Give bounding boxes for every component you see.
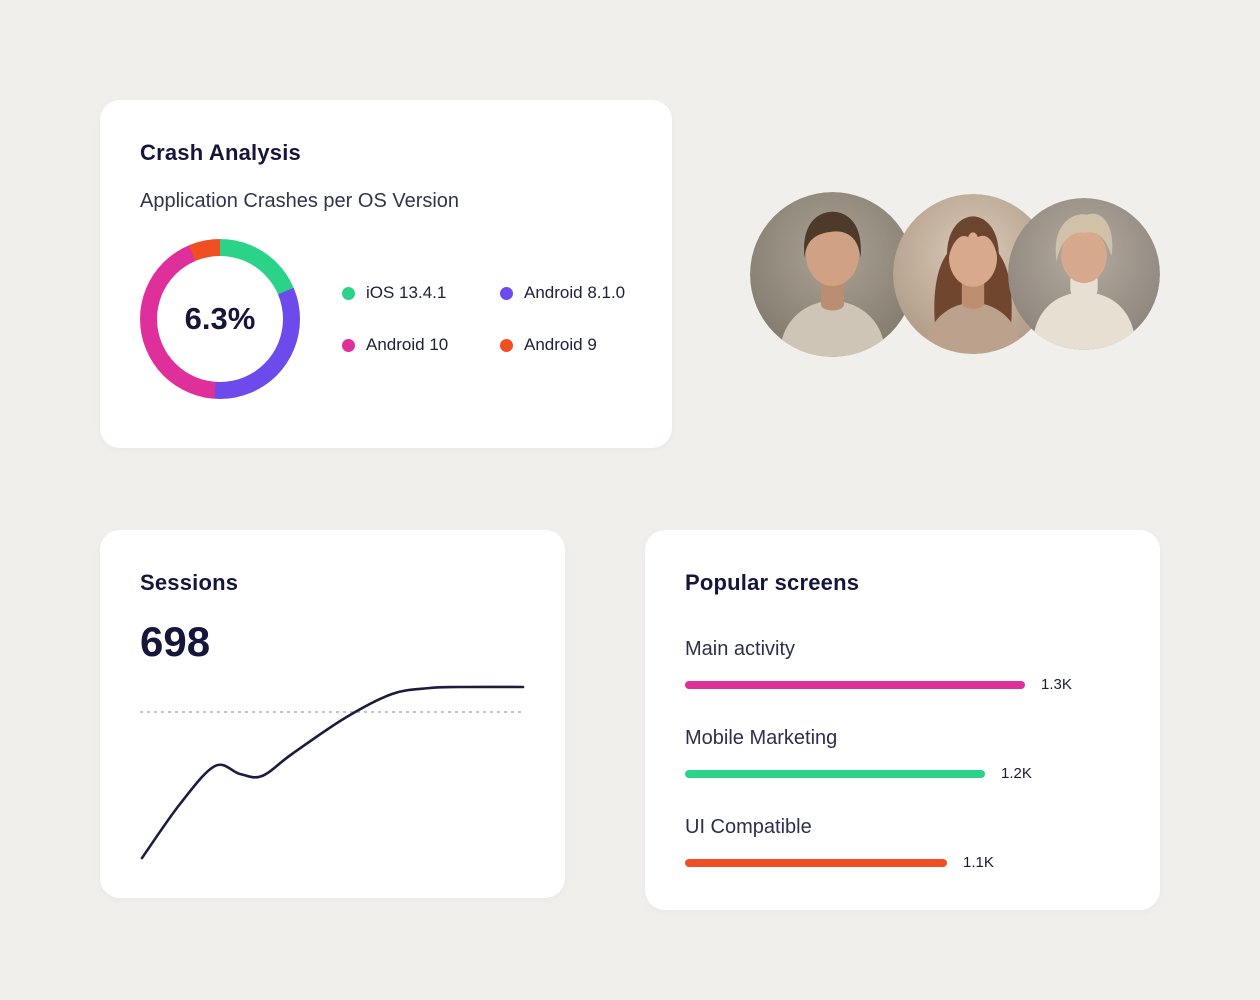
popular-screens-list: Main activity 1.3K Mobile Marketing 1.2K UI … [685,638,1120,871]
popular-screen-bar-row: 1.1K [685,854,1120,871]
legend-item: Android 9 [500,335,625,355]
sessions-line-chart [140,685,525,860]
popular-screen-bar-row: 1.3K [685,676,1120,693]
popular-screens-card: Popular screens Main activity 1.3K Mobile … [645,530,1160,910]
legend-dot-icon [342,286,355,300]
sessions-card-title: Sessions [140,570,239,595]
popular-screen-item: Mobile Marketing 1.2K [685,727,1120,782]
legend-dot-icon [342,338,355,352]
person-silhouette-icon [1008,198,1160,350]
avatar-photo-1 [750,192,915,357]
avatar-photo-3 [1008,198,1160,350]
popular-screen-value: 1.3K [1041,676,1072,693]
popular-card-title: Popular screens [685,570,860,595]
legend-item: Android 10 [342,335,500,355]
sessions-card: Sessions 698 [100,530,565,898]
donut-center-value: 6.3% [184,301,256,336]
legend-item: Android 8.1.0 [500,283,625,303]
popular-screen-value: 1.1K [963,854,994,871]
legend-dot-icon [500,338,513,352]
crash-card-subtitle: Application Crashes per OS Version [140,190,460,212]
crash-card-body: 6.3% iOS 13.4.1 Android 8.1.0 Android 10 An… [140,239,632,399]
popular-screen-bar-row: 1.2K [685,765,1120,782]
sessions-trend-line [140,685,525,860]
crash-card-title: Crash Analysis [140,140,301,165]
progress-bar [685,769,985,778]
donut-hole: 6.3% [157,256,283,382]
crash-donut-chart: 6.3% [140,239,300,399]
legend-label: Android 9 [524,335,597,354]
popular-screen-value: 1.2K [1001,765,1032,782]
legend-label: iOS 13.4.1 [366,283,447,302]
legend-item: iOS 13.4.1 [342,283,500,303]
legend-dot-icon [500,286,513,300]
crash-analysis-card: Crash Analysis Application Crashes per O… [100,100,672,448]
popular-screen-item: Main activity 1.3K [685,638,1120,693]
progress-bar [685,680,1025,689]
popular-screen-label: Main activity [685,638,796,660]
popular-screen-label: UI Compatible [685,816,812,838]
legend-label: Android 8.1.0 [524,283,626,302]
progress-bar [685,858,947,867]
popular-screen-label: Mobile Marketing [685,727,838,749]
person-silhouette-icon [750,192,915,357]
popular-screen-item: UI Compatible 1.1K [685,816,1120,871]
sessions-value: 698 [140,618,211,665]
legend-label: Android 10 [366,335,449,354]
crash-legend: iOS 13.4.1 Android 8.1.0 Android 10 Android… [342,283,625,355]
